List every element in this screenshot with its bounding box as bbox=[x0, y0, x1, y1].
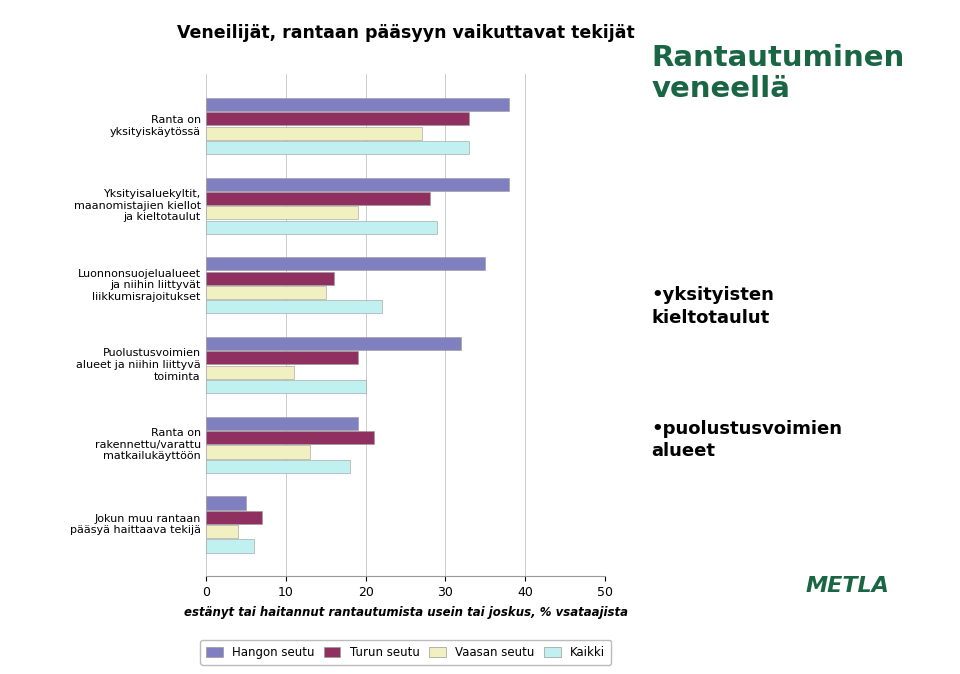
Bar bbox=[206, 127, 421, 140]
Bar bbox=[206, 192, 429, 205]
Text: Rantautuminen
veneellä: Rantautuminen veneellä bbox=[651, 44, 904, 103]
Bar bbox=[206, 257, 485, 270]
Bar bbox=[206, 112, 469, 125]
Bar bbox=[206, 220, 438, 234]
Bar bbox=[206, 301, 382, 313]
Bar bbox=[206, 206, 358, 220]
Bar bbox=[206, 446, 310, 458]
Bar bbox=[206, 380, 366, 393]
Bar bbox=[206, 141, 469, 154]
Bar bbox=[206, 286, 326, 299]
Text: •puolustusvoimien
alueet: •puolustusvoimien alueet bbox=[651, 420, 842, 460]
Bar bbox=[206, 460, 349, 473]
Bar bbox=[206, 511, 262, 524]
X-axis label: estänyt tai haitannut rantautumista usein tai joskus, % vsataajista: estänyt tai haitannut rantautumista usei… bbox=[183, 606, 628, 619]
Bar bbox=[206, 539, 254, 553]
Bar bbox=[206, 496, 246, 510]
Bar bbox=[206, 431, 373, 444]
Bar bbox=[206, 98, 509, 111]
Bar bbox=[206, 337, 462, 350]
Text: METLA: METLA bbox=[805, 576, 890, 596]
Bar bbox=[206, 365, 294, 379]
Bar bbox=[206, 525, 238, 539]
Legend: Hangon seutu, Turun seutu, Vaasan seutu, Kaikki: Hangon seutu, Turun seutu, Vaasan seutu,… bbox=[200, 640, 612, 665]
Bar bbox=[206, 417, 358, 430]
Bar bbox=[206, 272, 334, 285]
Bar bbox=[206, 177, 509, 191]
Bar bbox=[206, 351, 358, 365]
Text: Veneilijät, rantaan pääsyyn vaikuttavat tekijät: Veneilijät, rantaan pääsyyn vaikuttavat … bbox=[177, 24, 635, 42]
Text: •yksityisten
kieltotaulut: •yksityisten kieltotaulut bbox=[651, 286, 774, 327]
Text: 2.10.2009 Sievänen: 2.10.2009 Sievänen bbox=[10, 650, 128, 663]
